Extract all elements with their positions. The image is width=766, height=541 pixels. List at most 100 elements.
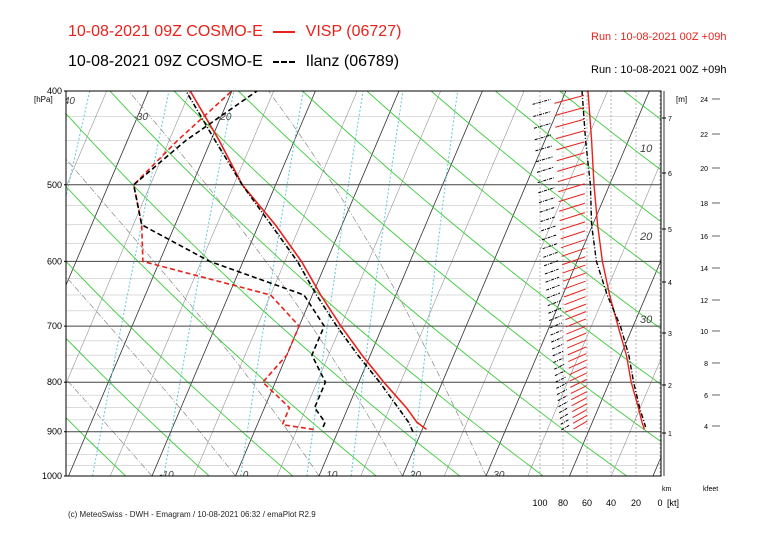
wind-arrow-visp bbox=[559, 212, 586, 222]
dry-adiabat bbox=[430, 91, 661, 276]
wind-arrow-ilanz bbox=[539, 206, 556, 213]
isotherm-line bbox=[527, 161, 661, 476]
kfeet-tick-label: 22 bbox=[700, 132, 708, 139]
visp-title: 10-08-2021 09Z COSMO-E VISP (06727) bbox=[68, 23, 401, 41]
wind-arrow-visp bbox=[565, 318, 587, 328]
wind-arrow-ilanz bbox=[555, 376, 566, 383]
kfeet-axis-label: kfeet bbox=[703, 486, 718, 493]
wind-arrow-visp bbox=[557, 173, 585, 183]
wind-arrow-visp bbox=[562, 272, 586, 282]
wind-arrow-ilanz bbox=[554, 370, 566, 377]
wind-arrow-visp bbox=[554, 94, 585, 104]
kfeet-tick-label: 24 bbox=[700, 97, 708, 104]
dry-adiabat bbox=[66, 417, 127, 476]
ilanz-legend-line bbox=[273, 60, 296, 63]
wind-arrow-visp bbox=[560, 221, 586, 231]
wind-arrow-visp bbox=[566, 325, 587, 335]
wind-arrow-ilanz bbox=[548, 307, 562, 314]
pressure-tick-label: 500 bbox=[47, 180, 62, 190]
mixing-ratio-line bbox=[411, 91, 459, 476]
wind-arrow-ilanz bbox=[534, 134, 552, 141]
isotherm-label: 0 bbox=[243, 470, 249, 481]
pressure-tick-label: 400 bbox=[47, 86, 62, 96]
wind-arrow-visp bbox=[569, 366, 587, 376]
wind-arrow-ilanz bbox=[532, 98, 551, 105]
dry-adiabat bbox=[0, 91, 42, 476]
profile-label: 20 bbox=[639, 231, 653, 243]
kfeet-tick-label: 6 bbox=[704, 393, 708, 400]
isotherm-label: 10 bbox=[326, 470, 338, 481]
kfeet-tick-label: 14 bbox=[700, 266, 708, 273]
wind-arrow-ilanz bbox=[556, 382, 567, 389]
isotherm-line bbox=[277, 91, 441, 476]
isotherm-line bbox=[444, 91, 608, 476]
wind-arrow-ilanz bbox=[540, 216, 556, 223]
pressure-tick-label: 1000 bbox=[42, 471, 62, 481]
wind-arrow-ilanz bbox=[553, 363, 566, 370]
wind-arrow-visp bbox=[567, 339, 587, 349]
wind-arrow-visp bbox=[571, 403, 588, 413]
wind-arrow-visp bbox=[556, 152, 585, 162]
isotherm-line bbox=[695, 91, 766, 476]
wind-tick-label: 0 bbox=[657, 498, 662, 508]
wind-arrow-ilanz bbox=[552, 350, 565, 357]
wind-arrow-visp bbox=[558, 183, 585, 193]
ilanz-title: 10-08-2021 09Z COSMO-E Ilanz (06789) bbox=[68, 53, 399, 71]
wind-arrow-ilanz bbox=[550, 329, 563, 336]
wind-arrow-ilanz bbox=[543, 251, 558, 258]
wind-arrow-visp bbox=[560, 230, 586, 240]
kfeet-tick-label: 20 bbox=[700, 166, 708, 173]
dry-adiabat bbox=[495, 91, 661, 223]
height-kfeet-axis: 4 6 8 10 12 14 16 18 20 22 24 kfeet bbox=[700, 97, 720, 493]
km-tick-label: 4 bbox=[668, 280, 672, 287]
pressure-tick-label: 700 bbox=[47, 321, 62, 331]
mixing-ratio-line bbox=[306, 91, 364, 476]
wind-arrow-visp bbox=[557, 162, 585, 172]
wind-axis-label: [kt] bbox=[667, 498, 679, 508]
wind-arrow-ilanz bbox=[542, 243, 558, 250]
wind-arrow-visp bbox=[562, 264, 586, 274]
dry-adiabat bbox=[559, 91, 661, 171]
profile-label: 30 bbox=[640, 314, 653, 326]
moist-adiabat bbox=[66, 378, 153, 476]
isotherm-label: -30 bbox=[133, 112, 148, 123]
isotherm-line bbox=[66, 91, 149, 287]
wind-arrow-visp bbox=[564, 296, 586, 306]
mixing-ratio-line bbox=[92, 91, 170, 476]
wind-tick-label: 100 bbox=[532, 498, 547, 508]
dewpoint-curve-visp bbox=[132, 91, 314, 431]
wind-arrow-ilanz bbox=[533, 111, 552, 117]
temperature-curve-visp bbox=[189, 91, 427, 431]
wind-tick-label: 60 bbox=[582, 498, 592, 508]
wind-arrow-visp bbox=[563, 288, 586, 298]
wind-arrow-ilanz bbox=[560, 418, 570, 425]
wind-arrow-visp bbox=[569, 372, 587, 382]
wind-arrow-visp bbox=[555, 118, 585, 128]
moist-adiabat bbox=[66, 158, 320, 476]
visp-run: Run : 10-08-2021 00Z +09h bbox=[591, 31, 727, 43]
dry-adiabat bbox=[66, 185, 377, 476]
plot-frame bbox=[65, 90, 662, 477]
wind-arrow-ilanz bbox=[533, 122, 552, 129]
wind-arrow-visp bbox=[554, 107, 585, 116]
wind-arrow-visp bbox=[563, 280, 586, 290]
wind-arrow-ilanz bbox=[551, 336, 564, 343]
km-tick-label: 1 bbox=[668, 431, 672, 438]
wind-arrow-ilanz bbox=[553, 357, 565, 364]
km-tick-label: 6 bbox=[668, 171, 672, 178]
pressure-tick-label: 800 bbox=[47, 377, 62, 387]
kfeet-tick-label: 18 bbox=[700, 201, 708, 208]
visp-model: 10-08-2021 09Z COSMO-E bbox=[68, 23, 263, 40]
wind-arrow-ilanz bbox=[551, 343, 564, 350]
mixing-ratio-line bbox=[240, 91, 304, 476]
pressure-axis: 400 500 600 700 800 900 1000 [hPa] bbox=[34, 86, 66, 481]
isotherm-label: 30 bbox=[493, 470, 505, 481]
wind-arrow-visp bbox=[568, 359, 587, 369]
wind-arrow-ilanz bbox=[557, 395, 568, 402]
wind-arrow-visp bbox=[567, 346, 587, 356]
isotherm-line bbox=[611, 358, 661, 476]
grid bbox=[0, 91, 766, 476]
isotherm-label: -40 bbox=[60, 96, 75, 107]
km-axis-label: [m] bbox=[676, 95, 687, 104]
